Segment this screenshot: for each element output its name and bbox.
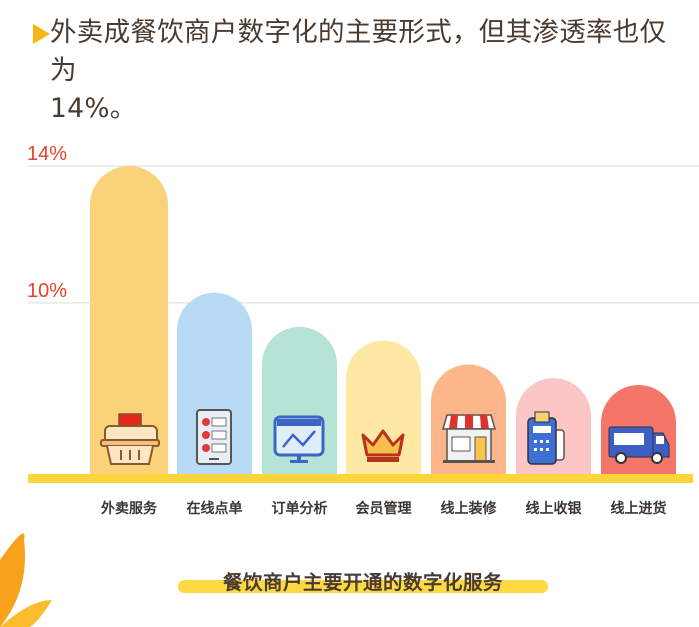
bar-1 [90, 166, 168, 474]
x-tick-label: 在线点单 [186, 501, 243, 517]
x-tick-label: 会员管理 [355, 501, 412, 517]
x-tick-label: 线上进货 [610, 501, 667, 517]
delivery-truck-icon [608, 426, 670, 464]
caption-highlight [178, 580, 548, 593]
chart-caption: 餐饮商户主要开通的数字化服务 [178, 566, 548, 596]
x-axis-band [28, 474, 693, 483]
caption-text: 餐饮商户主要开通的数字化服务 [222, 571, 503, 594]
x-tick-label: 外卖服务 [101, 501, 157, 517]
pos-terminal-icon [527, 411, 565, 465]
headline-line2: 14%。 [50, 93, 137, 124]
storefront-icon [442, 414, 496, 463]
y-tick-label: 10% [27, 280, 67, 302]
headline-line1: 外卖成餐饮商户数字化的主要形式，但其渗透率也仅为 [50, 17, 667, 86]
food-box-icon [100, 413, 160, 465]
x-tick-label: 订单分析 [271, 501, 328, 517]
crown-icon [361, 429, 405, 462]
menu-list-icon [196, 409, 232, 465]
bullet-triangle-icon [33, 24, 50, 44]
headline: 外卖成餐饮商户数字化的主要形式，但其渗透率也仅为 14%。 [50, 14, 690, 128]
y-tick-label: 14% [27, 143, 67, 165]
x-tick-label: 线上收银 [525, 501, 582, 517]
leaf-decoration-icon [0, 533, 52, 627]
bar-2 [177, 292, 252, 474]
analytics-monitor-icon [273, 415, 325, 463]
x-tick-label: 线上装修 [440, 501, 497, 517]
